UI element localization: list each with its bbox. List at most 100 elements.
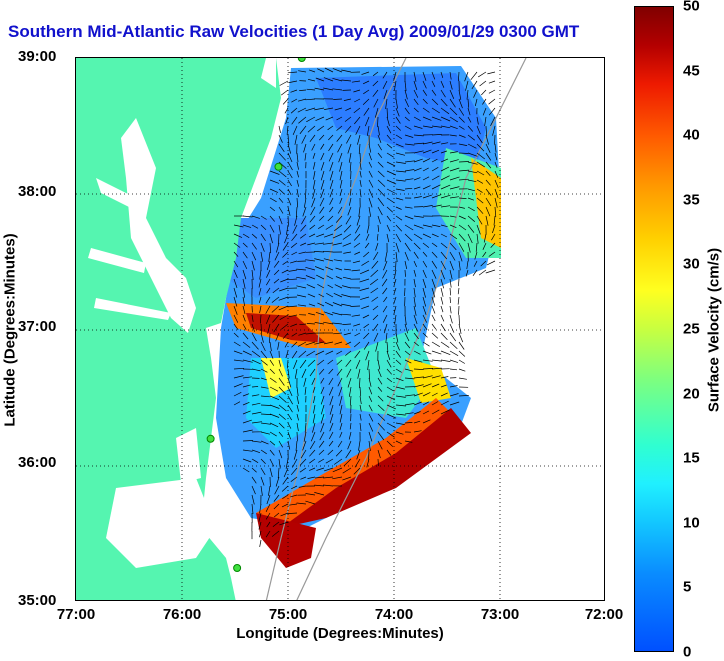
map-plot-area [75,57,605,601]
colorbar-tick-label: 20 [683,385,700,402]
x-tick-label: 77:00 [57,606,95,623]
velocity-vector [432,306,435,314]
velocity-vector [252,387,258,388]
y-tick-label: 39:00 [18,48,56,65]
velocity-vector [441,297,443,305]
velocity-vector [450,351,458,356]
velocity-vector [441,360,450,362]
velocity-vector [486,270,495,273]
velocity-vector [441,306,443,312]
y-tick-label: 35:00 [18,592,56,609]
velocity-vector [450,297,451,303]
x-tick-label: 74:00 [375,606,413,623]
velocity-vector [489,99,495,104]
colorbar-tick-label: 50 [683,0,700,15]
velocity-vector [487,72,495,74]
velocity-vector [459,315,460,325]
colorbar-tick-label: 0 [683,644,691,661]
velocity-vector [459,342,464,350]
velocity-vector [450,342,457,349]
velocity-vector [441,342,449,348]
velocity-vector [458,288,459,294]
velocity-vector [450,369,457,370]
map-title: Southern Mid-Atlantic Raw Velocities (1 … [8,22,579,42]
velocity-vector [441,324,446,331]
velocity-map [76,58,605,601]
velocity-vector [459,333,463,342]
velocity-vector [450,306,451,313]
velocity-vector [432,324,436,329]
velocity-vector [458,297,459,305]
y-axis-title: Latitude (Degrees:Minutes) [2,233,19,426]
velocity-vector [459,351,465,357]
velocity-vector [333,99,342,100]
velocity-vector [479,270,486,275]
velocity-vector [458,279,459,286]
velocity-vector [260,540,261,547]
velocity-vector [405,288,406,296]
colorbar-tick-label: 40 [683,127,700,144]
velocity-vector [261,405,271,406]
velocity-vector [450,333,456,341]
velocity-vector [480,81,486,86]
velocity-vector [478,72,486,77]
station-marker [207,435,214,442]
velocity-vector [459,378,467,379]
velocity-vector [270,333,271,343]
velocity-vector [487,261,495,265]
x-tick-label: 72:00 [585,606,623,623]
velocity-vector [279,126,281,133]
velocity-vector [489,90,495,93]
station-marker [298,58,305,62]
velocity-vector [441,333,447,340]
velocity-vector [243,441,253,442]
station-marker [234,565,241,572]
colorbar-tick-label: 5 [683,579,691,596]
y-tick-label: 38:00 [18,183,56,200]
velocity-vector [471,72,477,80]
velocity-vector [360,153,361,162]
y-tick-label: 36:00 [18,454,56,471]
velocity-vector [450,324,454,333]
velocity-vector [441,315,444,321]
velocity-vector [432,360,442,361]
velocity-vector [351,306,360,307]
velocity-vector [281,90,288,95]
velocity-vector [432,333,438,338]
colorbar-tick-label: 10 [683,514,700,531]
colorbar-label: Surface Velocity (cm/s) [706,248,723,412]
velocity-vector [459,360,465,364]
velocity-vector [396,261,397,270]
colorbar [634,6,674,652]
velocity-vector [459,162,469,163]
velocity-vector [283,99,288,104]
velocity-vector [459,324,461,334]
velocity-vector [459,369,465,371]
x-tick-label: 73:00 [481,606,519,623]
colorbar-tick-label: 15 [683,450,700,467]
velocity-vector [450,315,452,323]
colorbar-tick-label: 45 [683,62,700,79]
y-tick-label: 37:00 [18,318,56,335]
velocity-vector [459,306,460,315]
colorbar-tick-label: 35 [683,191,700,208]
velocity-vector [450,360,458,363]
velocity-vector [481,90,486,95]
x-tick-label: 75:00 [269,606,307,623]
x-axis-title: Longitude (Degrees:Minutes) [236,625,444,642]
velocity-vector [450,288,451,295]
velocity-vector [489,81,495,83]
velocity-vector [288,216,289,226]
velocity-vector [432,342,440,347]
velocity-vector [378,459,379,466]
velocity-vector [432,351,441,354]
x-tick-label: 76:00 [163,606,201,623]
velocity-vector [378,117,379,127]
velocity-vector [441,288,443,297]
velocity-vector [495,135,496,145]
velocity-vector [432,315,435,321]
velocity-vector [279,234,280,244]
velocity-vector [297,432,298,441]
station-marker [275,163,282,170]
velocity-vector [280,81,288,86]
